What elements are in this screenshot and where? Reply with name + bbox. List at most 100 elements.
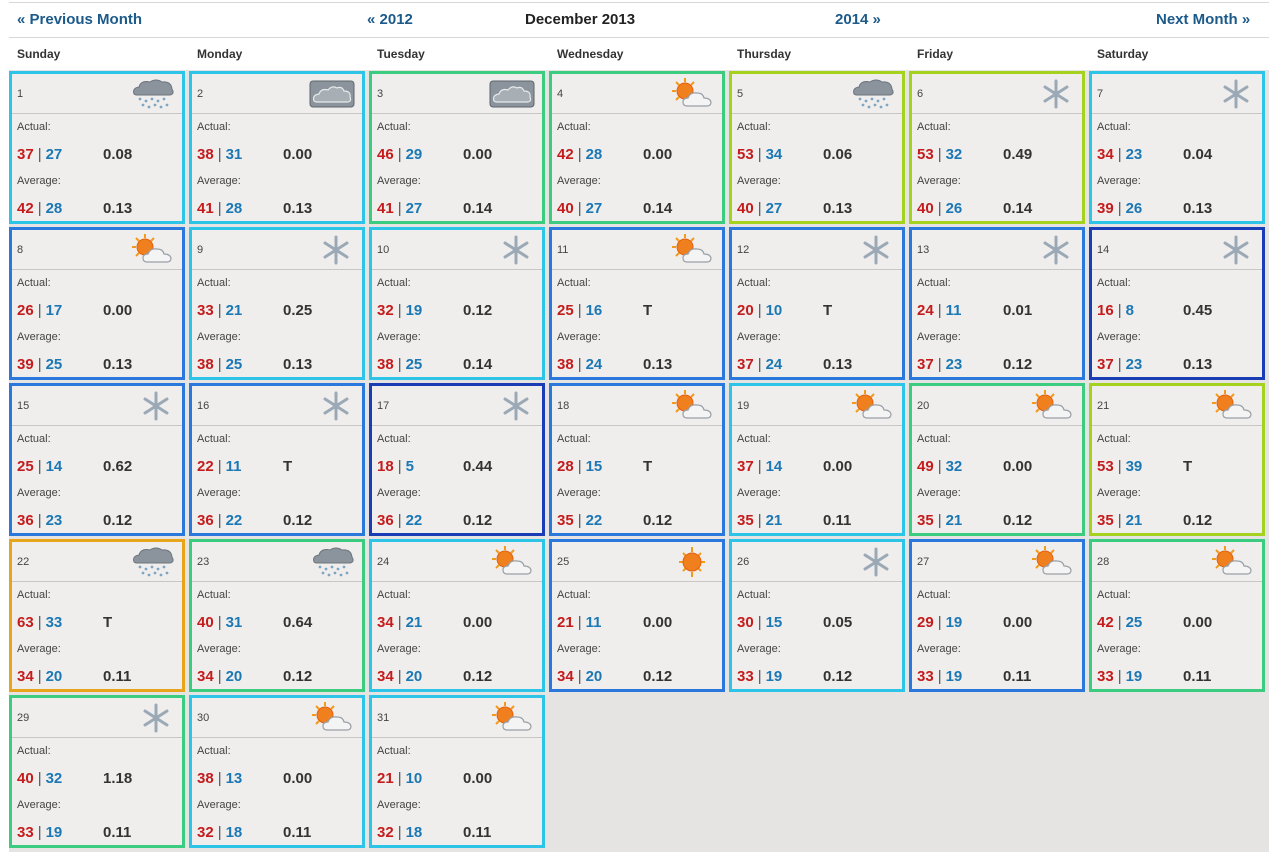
average-temps: 42 | 28 — [17, 200, 62, 217]
day-cell[interactable]: 7 Actual: 34 | 23 0.04 Average: 39 | 26 0.13 — [1089, 71, 1265, 224]
average-label: Average: — [377, 487, 421, 499]
average-precip: 0.11 — [103, 668, 132, 685]
actual-high-temp: 37 — [737, 458, 754, 475]
average-low-temp: 19 — [945, 668, 963, 685]
day-cell[interactable]: 20 Actual: 49 | 32 0.00 Average: 35 | 21 0.12 — [909, 383, 1085, 536]
previous-year-link[interactable]: « 2012 — [367, 11, 413, 28]
day-cell[interactable]: 17 Actual: 18 | 5 0.44 Average: 36 | 22 0.12 — [369, 383, 545, 536]
average-temps: 32 | 18 — [197, 824, 242, 841]
partly-sunny-icon — [308, 701, 356, 735]
day-cell[interactable]: 26 Actual: 30 | 15 0.05 Average: 33 | 19 0.12 — [729, 539, 905, 692]
day-cell[interactable]: 8 Actual: 26 | 17 0.00 Average: 39 | 25 0.13 — [9, 227, 185, 380]
actual-precip: 0.45 — [1183, 302, 1213, 319]
day-cell[interactable]: 31 Actual: 21 | 10 0.00 Average: 32 | 18 0.11 — [369, 695, 545, 848]
day-cell[interactable]: 13 Actual: 24 | 11 0.01 Average: 37 | 23 0.12 — [909, 227, 1085, 380]
average-precip: 0.13 — [283, 356, 313, 373]
day-cell[interactable]: 12 Actual: 20 | 10 T Average: 37 | 24 0.13 — [729, 227, 905, 380]
actual-temps: 18 | 5 — [377, 458, 414, 475]
temp-separator: | — [757, 200, 762, 217]
temp-separator: | — [757, 668, 762, 685]
weekday-friday: Friday — [917, 47, 954, 61]
actual-temps: 49 | 32 — [917, 458, 962, 475]
actual-high-temp: 28 — [557, 458, 574, 475]
day-cell-header: 16 — [192, 386, 362, 426]
day-cell[interactable]: 29 Actual: 40 | 32 1.18 Average: 33 | 19 0.11 — [9, 695, 185, 848]
temp-separator: | — [757, 302, 762, 319]
day-cell[interactable]: 9 Actual: 33 | 21 0.25 Average: 38 | 25 0.13 — [189, 227, 365, 380]
actual-high-temp: 46 — [377, 146, 394, 163]
previous-month-link[interactable]: « Previous Month — [17, 11, 143, 28]
temp-separator: | — [937, 146, 942, 163]
actual-precip: 0.00 — [1183, 614, 1213, 631]
actual-label: Actual: — [1097, 589, 1131, 601]
actual-temps: 22 | 11 — [197, 458, 241, 475]
day-cell[interactable]: 25 Actual: 21 | 11 0.00 Average: 34 | 20 0.12 — [549, 539, 725, 692]
day-number: 18 — [557, 400, 570, 412]
average-high-temp: 36 — [17, 512, 34, 529]
day-cell[interactable]: 22 Actual: 63 | 33 T Average: 34 | 20 0.11 — [9, 539, 185, 692]
average-low-temp: 24 — [765, 356, 783, 373]
actual-precip: 0.62 — [103, 458, 133, 475]
average-temps: 40 | 27 — [737, 200, 782, 217]
temp-separator: | — [757, 356, 762, 373]
temp-separator: | — [37, 146, 42, 163]
actual-high-temp: 21 — [377, 770, 394, 787]
actual-high-temp: 49 — [917, 458, 934, 475]
day-cell[interactable]: 28 Actual: 42 | 25 0.00 Average: 33 | 19 0.11 — [1089, 539, 1265, 692]
average-precip: 0.12 — [643, 512, 673, 529]
day-cell[interactable]: 10 Actual: 32 | 19 0.12 Average: 38 | 25 0.14 — [369, 227, 545, 380]
day-cell[interactable]: 14 Actual: 16 | 8 0.45 Average: 37 | 23 0.13 — [1089, 227, 1265, 380]
actual-label: Actual: — [17, 277, 51, 289]
actual-temps: 40 | 32 — [17, 770, 62, 787]
average-low-temp: 20 — [405, 668, 423, 685]
snowflake-icon — [1028, 77, 1076, 111]
actual-low-temp: 29 — [405, 146, 423, 163]
actual-high-temp: 40 — [197, 614, 214, 631]
day-number: 12 — [737, 244, 750, 256]
average-high-temp: 42 — [17, 200, 34, 217]
day-cell[interactable]: 23 Actual: 40 | 31 0.64 Average: 34 | 20 0.12 — [189, 539, 365, 692]
day-cell[interactable]: 6 Actual: 53 | 32 0.49 Average: 40 | 26 0.14 — [909, 71, 1085, 224]
day-cell[interactable]: 5 Actual: 53 | 34 0.06 Average: 40 | 27 0.13 — [729, 71, 905, 224]
snowflake-icon — [1208, 233, 1256, 267]
rain-cloud-icon — [128, 77, 176, 111]
temp-separator: | — [397, 770, 402, 787]
day-cell[interactable]: 11 Actual: 25 | 16 T Average: 38 | 24 0.13 — [549, 227, 725, 380]
day-number: 20 — [917, 400, 930, 412]
actual-label: Actual: — [377, 121, 411, 133]
day-number: 31 — [377, 712, 390, 724]
next-year-link[interactable]: 2014 » — [835, 11, 881, 28]
day-cell[interactable]: 24 Actual: 34 | 21 0.00 Average: 34 | 20 0.12 — [369, 539, 545, 692]
day-cell[interactable]: 3 Actual: 46 | 29 0.00 Average: 41 | 27 0.14 — [369, 71, 545, 224]
day-cell[interactable]: 19 Actual: 37 | 14 0.00 Average: 35 | 21 0.11 — [729, 383, 905, 536]
weekday-monday: Monday — [197, 47, 243, 61]
temp-separator: | — [397, 146, 402, 163]
actual-label: Actual: — [737, 589, 771, 601]
average-high-temp: 41 — [197, 200, 214, 217]
day-cell[interactable]: 1 Actual: 37 | 27 0.08 Average: 42 | 28 0.13 — [9, 71, 185, 224]
day-cell[interactable]: 16 Actual: 22 | 11 T Average: 36 | 22 0.12 — [189, 383, 365, 536]
day-cell[interactable]: 4 Actual: 42 | 28 0.00 Average: 40 | 27 0.14 — [549, 71, 725, 224]
actual-temps: 30 | 15 — [737, 614, 782, 631]
day-cell[interactable]: 15 Actual: 25 | 14 0.62 Average: 36 | 23 0.12 — [9, 383, 185, 536]
average-temps: 37 | 24 — [737, 356, 782, 373]
average-high-temp: 34 — [197, 668, 214, 685]
actual-label: Actual: — [1097, 433, 1131, 445]
day-cell[interactable]: 27 Actual: 29 | 19 0.00 Average: 33 | 19 0.11 — [909, 539, 1085, 692]
average-label: Average: — [737, 331, 781, 343]
day-cell[interactable]: 2 Actual: 38 | 31 0.00 Average: 41 | 28 0.13 — [189, 71, 365, 224]
month-title: December 2013 — [525, 11, 636, 28]
next-month-link[interactable]: Next Month » — [1156, 11, 1251, 28]
day-number: 24 — [377, 556, 390, 568]
day-cell[interactable]: 30 Actual: 38 | 13 0.00 Average: 32 | 18 0.11 — [189, 695, 365, 848]
day-cell-header: 17 — [372, 386, 542, 426]
average-precip: 0.11 — [1003, 668, 1032, 685]
actual-precip: 0.25 — [283, 302, 313, 319]
day-number: 25 — [557, 556, 570, 568]
day-cell-header: 20 — [912, 386, 1082, 426]
average-low-temp: 27 — [765, 200, 783, 217]
actual-high-temp: 40 — [17, 770, 34, 787]
day-cell[interactable]: 18 Actual: 28 | 15 T Average: 35 | 22 0.12 — [549, 383, 725, 536]
actual-label: Actual: — [917, 121, 951, 133]
day-cell[interactable]: 21 Actual: 53 | 39 T Average: 35 | 21 0.12 — [1089, 383, 1265, 536]
